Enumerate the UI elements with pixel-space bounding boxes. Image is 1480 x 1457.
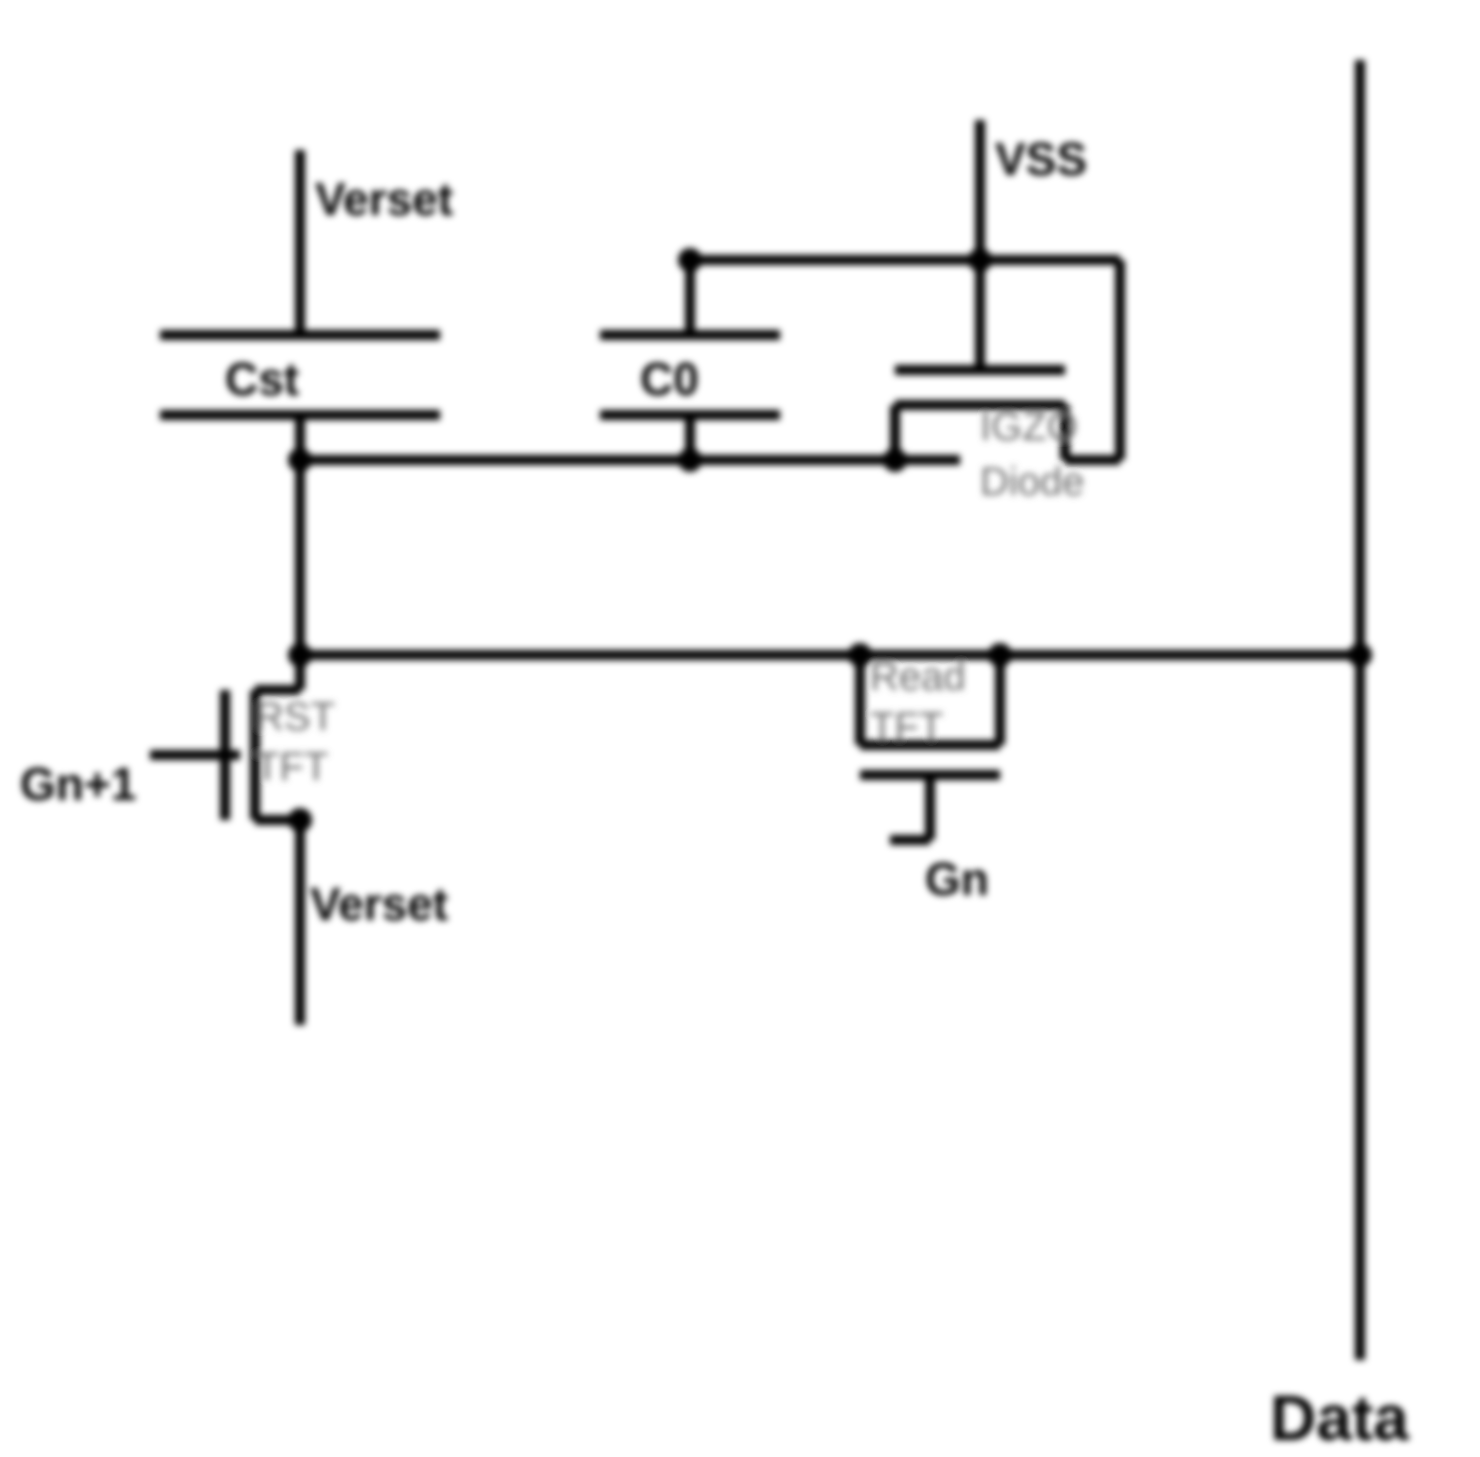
n-data [1348,643,1372,667]
label-read: Read [870,655,966,699]
n-diode-mid [883,448,907,472]
label-data: Data [1270,1382,1409,1454]
label-rst: RST [255,695,335,739]
label-diode: Diode [980,460,1085,504]
label-igzo: IGZO [980,405,1078,449]
n-rst-top [288,643,312,667]
n-read-left [848,643,872,667]
n-vss-diode [968,248,992,272]
label-gn1: Gn+1 [20,758,136,810]
label-rst-tft: TFT [255,745,328,789]
n-vss-c0 [678,248,702,272]
circuit-diagram: Verset VSS Cst C0 IGZO Diode Read TFT RST TFT Gn+1… [0,0,1480,1457]
label-c0: C0 [640,353,699,405]
n-read-right [988,643,1012,667]
label-cst: Cst [225,353,299,405]
label-read-tft: TFT [870,705,943,749]
n-c0-mid [678,448,702,472]
n-cst-mid [288,448,312,472]
n-rst-bottom [288,808,312,832]
label-verset-top: Verset [315,173,453,225]
label-gn: Gn [925,853,989,905]
label-vss: VSS [995,133,1087,185]
label-verset-bottom: Verset [310,878,448,930]
